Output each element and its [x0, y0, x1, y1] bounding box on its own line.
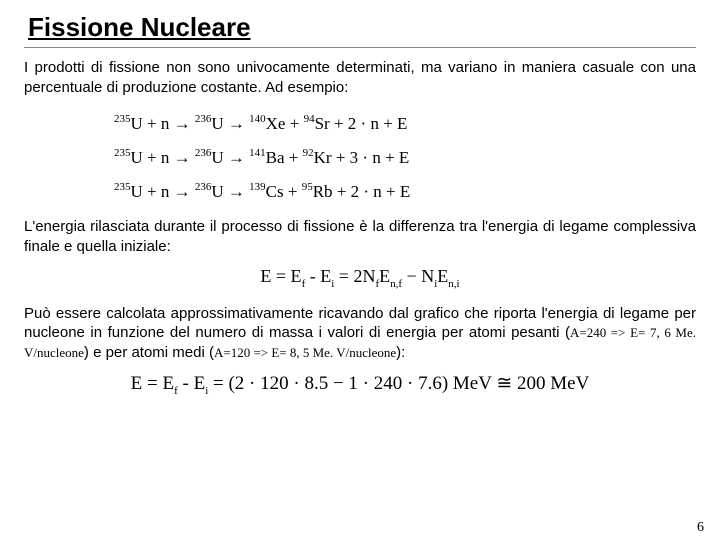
page-title: Fissione Nucleare: [28, 12, 696, 43]
equation-row-3: 235U + n → 236U → 139Cs + 95Rb + 2 · n +…: [114, 175, 696, 209]
inline-medium-atoms: A=120 => E= 8, 5 Me. V/nucleone: [214, 345, 396, 360]
final-energy-equation: E = Ef - Ei = (2 · 120 · 8.5 − 1 · 240 ·…: [24, 372, 696, 397]
paragraph-2: L'energia rilasciata durante il processo…: [24, 217, 696, 256]
paragraph-3: Può essere calcolata approssimativamente…: [24, 304, 696, 363]
equation-row-1: 235U + n → 236U → 140Xe + 94Sr + 2 · n +…: [114, 107, 696, 141]
paragraph-1: I prodotti di fissione non sono univocam…: [24, 58, 696, 97]
energy-difference-equation: E = Ef - Ei = 2NfEn,f − NiEn,i: [24, 266, 696, 290]
page-number: 6: [697, 520, 704, 536]
fission-equations: 235U + n → 236U → 140Xe + 94Sr + 2 · n +…: [114, 107, 696, 209]
equation-row-2: 235U + n → 236U → 141Ba + 92Kr + 3 · n +…: [114, 141, 696, 175]
title-rule: [24, 47, 696, 48]
